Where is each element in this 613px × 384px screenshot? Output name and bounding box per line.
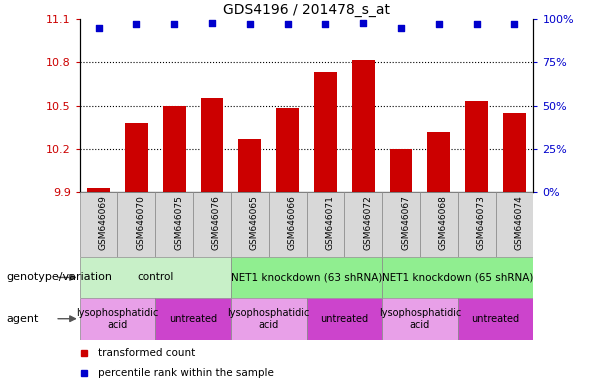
Bar	[238, 139, 261, 192]
Text: lysophosphatidic
acid: lysophosphatidic acid	[379, 308, 461, 329]
Bar	[306, 192, 345, 257]
Text: GSM646070: GSM646070	[136, 195, 145, 250]
Bar	[80, 298, 155, 340]
Bar	[314, 73, 337, 192]
Point	[321, 22, 330, 28]
Bar	[80, 257, 231, 298]
Text: GSM646074: GSM646074	[514, 195, 524, 250]
Text: untreated: untreated	[320, 314, 368, 324]
Bar	[268, 192, 306, 257]
Text: transformed count: transformed count	[98, 348, 195, 358]
Point	[358, 20, 368, 26]
Bar	[231, 192, 268, 257]
Text: lysophosphatidic
acid: lysophosphatidic acid	[76, 308, 159, 329]
Point	[472, 22, 482, 28]
Bar	[352, 60, 375, 192]
Point	[396, 25, 406, 31]
Bar	[382, 298, 458, 340]
Bar	[420, 192, 458, 257]
Text: untreated: untreated	[169, 314, 217, 324]
Point	[207, 20, 217, 26]
Bar	[200, 98, 223, 192]
Bar	[193, 192, 231, 257]
Bar	[306, 298, 382, 340]
Text: GSM646067: GSM646067	[401, 195, 410, 250]
Bar	[458, 298, 533, 340]
Text: GSM646071: GSM646071	[326, 195, 335, 250]
Bar	[390, 149, 413, 192]
Bar	[231, 257, 382, 298]
Text: GSM646072: GSM646072	[363, 195, 372, 250]
Text: GSM646065: GSM646065	[250, 195, 259, 250]
Text: percentile rank within the sample: percentile rank within the sample	[98, 368, 274, 378]
Bar	[125, 123, 148, 192]
Title: GDS4196 / 201478_s_at: GDS4196 / 201478_s_at	[223, 3, 390, 17]
Point	[245, 22, 255, 28]
Text: GSM646073: GSM646073	[477, 195, 485, 250]
Text: untreated: untreated	[471, 314, 520, 324]
Bar	[231, 298, 306, 340]
Point	[434, 22, 444, 28]
Point	[169, 22, 179, 28]
Bar	[155, 298, 231, 340]
Bar	[427, 131, 450, 192]
Bar	[382, 257, 533, 298]
Point	[94, 25, 104, 31]
Bar	[276, 108, 299, 192]
Bar	[155, 192, 193, 257]
Bar	[345, 192, 382, 257]
Point	[131, 22, 141, 28]
Bar	[163, 106, 186, 192]
Bar	[80, 192, 118, 257]
Bar	[495, 192, 533, 257]
Bar	[458, 192, 495, 257]
Text: GSM646068: GSM646068	[439, 195, 448, 250]
Text: NET1 knockdown (65 shRNA): NET1 knockdown (65 shRNA)	[382, 272, 533, 283]
Text: GSM646066: GSM646066	[287, 195, 297, 250]
Point	[283, 22, 292, 28]
Bar	[87, 188, 110, 192]
Text: genotype/variation: genotype/variation	[6, 272, 112, 283]
Text: GSM646069: GSM646069	[99, 195, 108, 250]
Bar	[503, 113, 526, 192]
Text: GSM646076: GSM646076	[212, 195, 221, 250]
Text: NET1 knockdown (63 shRNA): NET1 knockdown (63 shRNA)	[231, 272, 382, 283]
Bar	[465, 101, 488, 192]
Bar	[382, 192, 420, 257]
Text: control: control	[137, 272, 173, 283]
Bar	[118, 192, 155, 257]
Text: GSM646075: GSM646075	[174, 195, 183, 250]
Text: lysophosphatidic
acid: lysophosphatidic acid	[227, 308, 310, 329]
Text: agent: agent	[6, 314, 39, 324]
Point	[509, 22, 519, 28]
